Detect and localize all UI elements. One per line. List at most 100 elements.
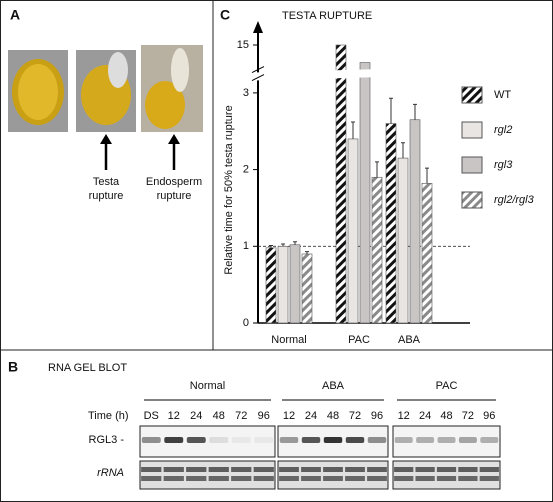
legend-swatch: [461, 191, 483, 209]
band: [458, 437, 477, 443]
bar: [347, 138, 359, 324]
legend-label: rgl2: [494, 124, 512, 136]
panel-label: C: [220, 7, 230, 23]
error-bar: [293, 241, 297, 245]
lane-label: 12: [283, 410, 295, 422]
lane-label: 12: [168, 410, 180, 422]
group-label: PAC: [436, 380, 458, 392]
band: [436, 467, 457, 472]
panel-label: A: [10, 7, 20, 23]
blot-box: [392, 460, 501, 490]
lane-label: 24: [419, 410, 431, 422]
x-tick-label: PAC: [348, 334, 370, 346]
y-tick-label: 2: [243, 164, 249, 176]
band: [209, 437, 229, 443]
bar: [409, 119, 421, 324]
group-label: ABA: [322, 380, 345, 392]
blot-title: RNA GEL BLOT: [48, 362, 127, 374]
lane-label: 24: [190, 410, 202, 422]
band: [416, 437, 435, 443]
band: [163, 467, 184, 472]
lane-label: 72: [235, 410, 247, 422]
band: [415, 476, 435, 481]
lane-label: 48: [327, 410, 339, 422]
y-axis-label: Relative time for 50% testa rupture: [223, 105, 235, 274]
lane-label: DS: [144, 410, 159, 422]
legend-swatch: [461, 86, 483, 104]
bar: [277, 246, 289, 324]
band: [253, 467, 274, 472]
band: [279, 476, 299, 481]
y-tick-label: 15: [237, 39, 249, 51]
axis-arrow: [253, 21, 263, 33]
legend-label: rgl3: [494, 159, 513, 171]
row-label: RGL3 -: [89, 434, 125, 446]
legend-label: WT: [494, 89, 511, 101]
band: [415, 467, 435, 472]
bar: [359, 62, 371, 324]
bar: [335, 44, 347, 324]
group-label: Normal: [190, 380, 225, 392]
band: [208, 467, 229, 472]
annotation: Endosperm: [146, 176, 202, 188]
band: [367, 476, 387, 481]
band: [141, 476, 162, 481]
band: [254, 437, 274, 443]
blot-box: [392, 425, 501, 458]
lane-label: 96: [371, 410, 383, 422]
bar: [265, 247, 277, 324]
annotation: rupture: [89, 190, 124, 202]
blot-box: [139, 460, 276, 490]
band: [367, 437, 387, 443]
annotation: Testa: [93, 176, 120, 188]
error-bar: [425, 167, 429, 184]
band: [345, 467, 365, 472]
band: [208, 476, 229, 481]
lane-label: 48: [440, 410, 452, 422]
bar: [289, 244, 301, 324]
band: [253, 476, 274, 481]
band: [479, 467, 499, 472]
band: [186, 476, 207, 481]
band: [231, 437, 251, 443]
band: [164, 437, 184, 443]
chart-title: TESTA RUPTURE: [282, 10, 372, 22]
lane-label: 72: [462, 410, 474, 422]
blot-box: [277, 460, 389, 490]
bar: [385, 123, 397, 324]
band: [323, 437, 343, 443]
band: [231, 467, 252, 472]
row-label: rRNA: [97, 467, 124, 479]
lane-label: 48: [213, 410, 225, 422]
band: [186, 467, 207, 472]
band: [367, 467, 387, 472]
band: [345, 476, 365, 481]
bar: [421, 183, 433, 324]
error-bar: [281, 243, 285, 247]
band: [141, 437, 161, 443]
error-bar: [305, 251, 309, 254]
band: [394, 467, 414, 472]
band: [301, 476, 321, 481]
break-mark: [251, 74, 265, 82]
x-tick-label: Normal: [271, 334, 306, 346]
blot-box: [139, 425, 276, 458]
band: [480, 437, 499, 443]
band: [458, 467, 478, 472]
bar: [301, 253, 313, 324]
lane-label: 24: [305, 410, 317, 422]
lane-label: 72: [349, 410, 361, 422]
band: [301, 437, 321, 443]
bar: [397, 157, 409, 324]
panel-label: B: [8, 359, 18, 375]
band: [301, 467, 321, 472]
band: [394, 437, 413, 443]
error-bar: [351, 121, 355, 139]
y-tick-label: 1: [243, 240, 249, 252]
annotation: rupture: [157, 190, 192, 202]
band: [437, 437, 456, 443]
time-label: Time (h): [88, 410, 129, 422]
band: [279, 437, 299, 443]
